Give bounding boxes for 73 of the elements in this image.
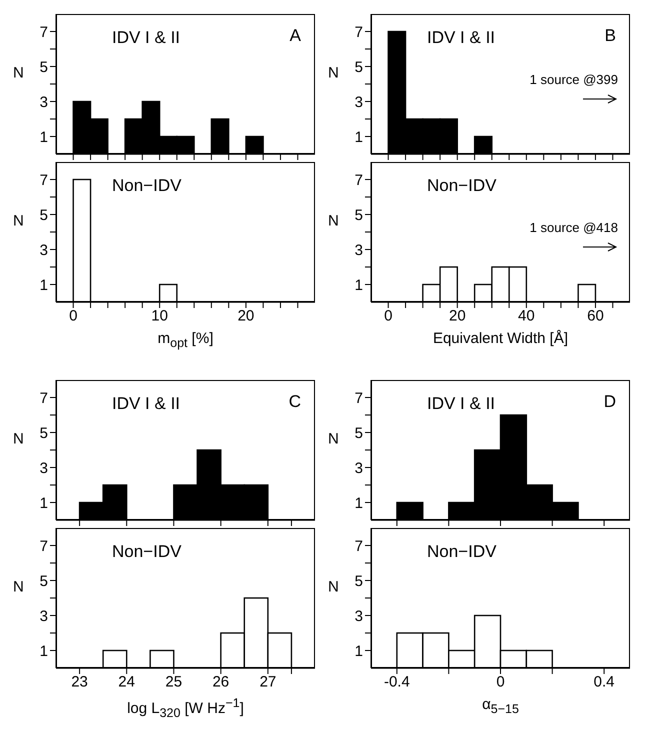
x-axis-title: α$_{5−15}$ [481,696,520,718]
y-tick-label: 1 [40,642,48,660]
annotation: Non−IDV [427,176,496,196]
text: C [288,392,301,412]
y-axis-title: N [13,64,24,82]
y-tick-label: 7 [354,24,363,41]
y-axis-title: N [328,430,339,448]
y-tick-label: 1 [40,128,48,146]
x-tick-label: 0 [496,674,505,691]
y-tick-label: 3 [354,460,363,477]
x-tick-label: 25 [165,674,182,691]
y-tick-label: 5 [40,58,48,76]
text: B [604,26,616,46]
y-axis-title: N [328,212,339,230]
annotation: Non−IDV [427,542,496,562]
annotation: 1 source @418 [530,220,618,235]
x-tick-label: 26 [212,674,230,691]
y-tick-label: 3 [40,608,48,625]
y-tick-label: 7 [40,172,48,189]
y-tick-label: 7 [354,538,363,555]
y-tick-label: 3 [354,608,363,625]
x-tick-label: 20 [238,308,254,325]
x-tick-label: 23 [71,674,88,691]
y-axis-title: N [13,430,24,448]
y-tick-label: 5 [40,572,48,590]
y-tick-label: 7 [354,172,363,189]
y-axis-title: N [13,578,24,596]
y-tick-label: 7 [40,390,48,407]
annotation: IDV I & II [112,394,180,414]
y-tick-label: 3 [40,460,48,477]
y-tick-label: 1 [354,494,363,512]
y-tick-label: 1 [40,276,48,294]
y-tick-label: 1 [354,128,363,146]
x-tick-label: 10 [151,308,168,325]
x-tick-label: -0.4 [384,674,410,691]
annotation: IDV I & II [112,28,180,48]
x-tick-label: 24 [118,674,135,691]
y-tick-label: 5 [354,572,363,590]
x-tick-label: 27 [260,674,276,691]
y-axis-title: N [13,212,24,230]
y-tick-label: 7 [354,390,363,407]
x-tick-label: 0 [69,308,78,325]
y-tick-label: 1 [40,494,48,512]
y-axis-title: N [328,64,339,82]
x-tick-label: 0.4 [594,674,615,691]
y-tick-label: 3 [354,242,363,259]
annotation: IDV I & II [427,394,496,414]
annotation: IDV I & II [427,28,496,48]
y-tick-label: 5 [354,58,363,76]
annotation: Non−IDV [112,176,182,196]
y-tick-label: 3 [40,94,48,111]
y-tick-label: 3 [354,94,363,111]
y-tick-label: 1 [354,276,363,294]
x-axis-title: m$_{opt}$ [%] [156,330,214,352]
y-tick-label: 7 [40,24,48,41]
x-axis-title: Equivalent Width [Å] [432,330,570,349]
x-tick-label: 20 [448,308,466,325]
x-axis-title: log L$_{320}$ [W Hz$^{−1}$] [126,696,245,720]
y-tick-label: 3 [40,242,48,259]
y-tick-label: 7 [40,538,48,555]
y-tick-label: 5 [354,424,363,442]
text: D [604,392,616,412]
y-tick-label: 5 [354,206,363,224]
y-tick-label: 5 [40,424,48,442]
annotation: 1 source @399 [530,72,618,87]
y-tick-label: 5 [40,206,48,224]
x-tick-label: 0 [384,308,392,325]
x-tick-label: 40 [518,308,535,325]
y-axis-title: N [328,578,339,596]
x-tick-label: 60 [587,308,604,325]
text: A [290,26,301,46]
y-tick-label: 1 [354,642,363,660]
annotation: Non−IDV [112,542,182,562]
